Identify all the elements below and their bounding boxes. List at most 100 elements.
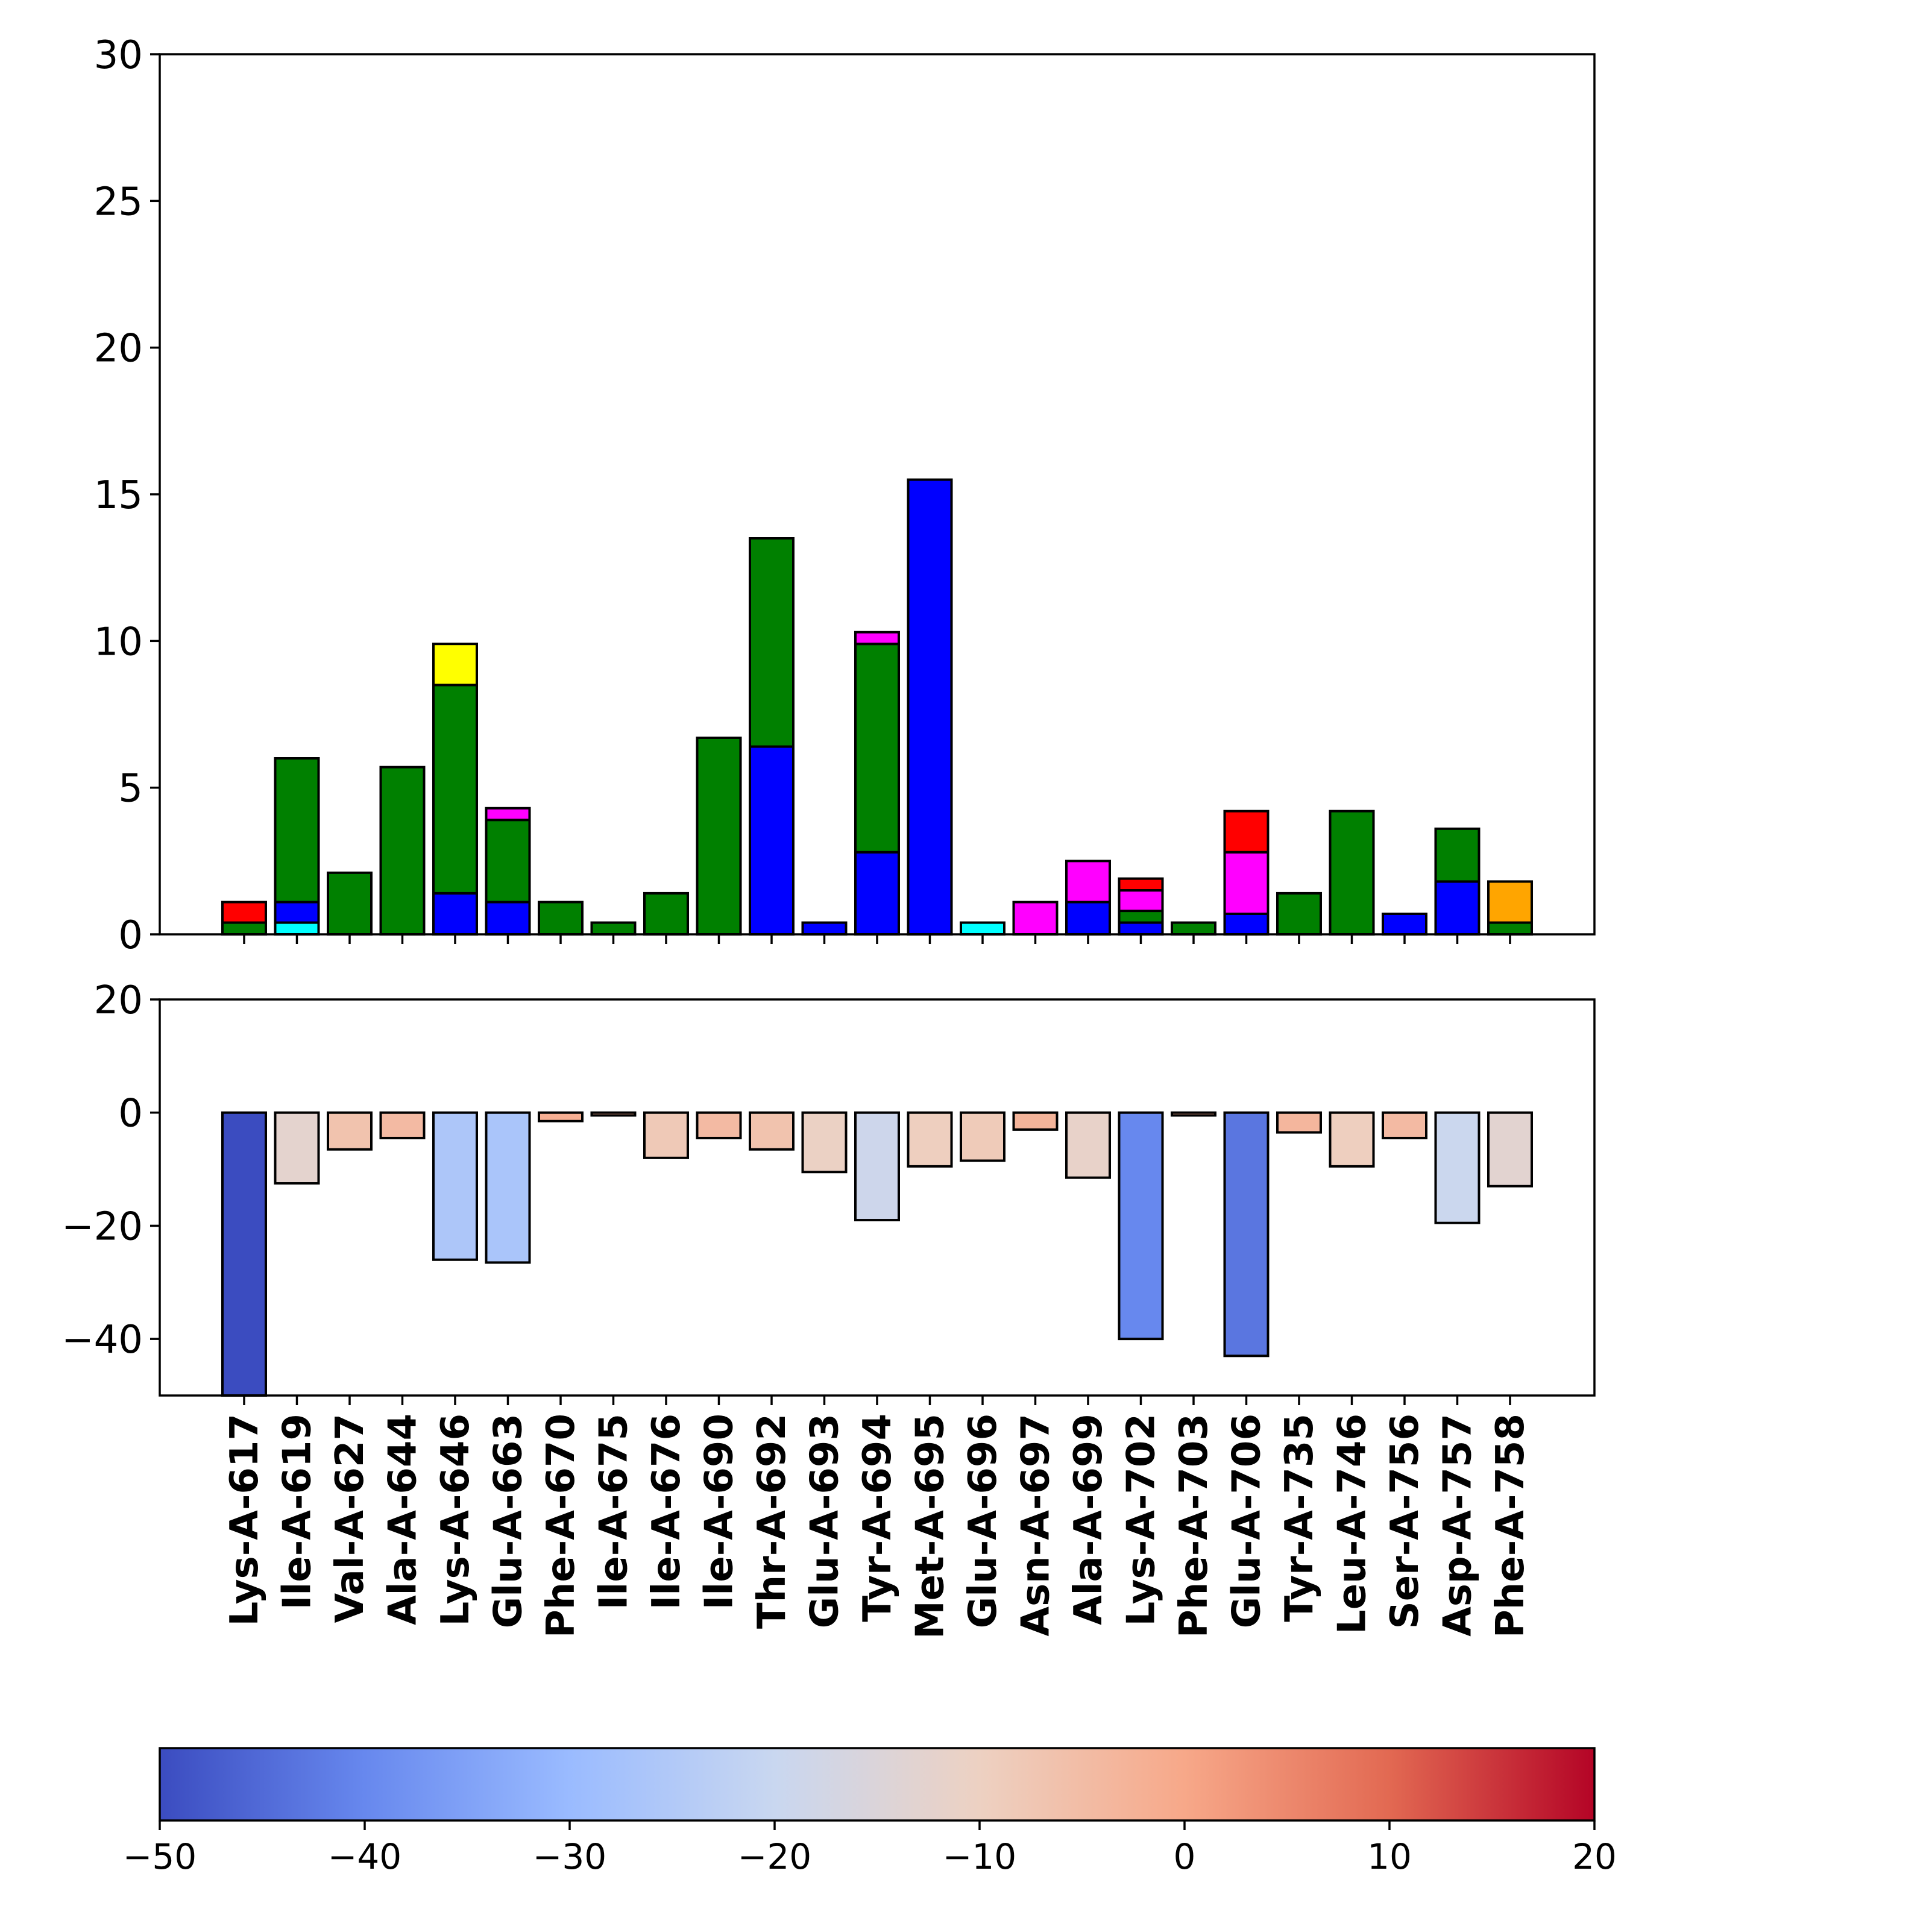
energy-bar bbox=[960, 1111, 1005, 1162]
bar-segment-green bbox=[274, 757, 320, 904]
bar-segment-blue bbox=[1382, 912, 1427, 936]
x-tick-label: Met-A-695 bbox=[908, 1414, 953, 1639]
x-tick-label: Phe-A-758 bbox=[1488, 1414, 1533, 1638]
bar-segment-magenta bbox=[1118, 889, 1164, 913]
colorbar-tick-label: −30 bbox=[533, 1836, 606, 1877]
colorbar-tick-label: 20 bbox=[1572, 1836, 1617, 1877]
bar-segment-blue bbox=[1434, 880, 1481, 936]
colorbar-tick-label: −10 bbox=[943, 1836, 1016, 1877]
energy-bar bbox=[221, 1111, 267, 1397]
x-tick-label: Tyr-A-735 bbox=[1277, 1414, 1322, 1622]
energy-bar bbox=[907, 1111, 953, 1168]
energy-bar bbox=[1012, 1111, 1059, 1131]
x-tick-label: Lys-A-702 bbox=[1119, 1414, 1164, 1626]
y-tick-label: 10 bbox=[94, 620, 143, 664]
x-tick-label: Val-A-627 bbox=[328, 1414, 373, 1623]
y-tick-label: 15 bbox=[94, 473, 143, 518]
bar-segment-green bbox=[854, 643, 900, 854]
x-tick-label: Ala-A-699 bbox=[1066, 1414, 1111, 1625]
colorbar-tick-label: −40 bbox=[328, 1836, 401, 1877]
bar-segment-green bbox=[432, 684, 478, 895]
bar-segment-yellow bbox=[432, 643, 478, 687]
x-tick-label: Asp-A-757 bbox=[1436, 1414, 1481, 1637]
bar-segment-magenta bbox=[854, 631, 900, 646]
x-tick-label: Thr-A-692 bbox=[750, 1414, 795, 1629]
bar-segment-red bbox=[1118, 877, 1164, 892]
energy-bar bbox=[432, 1111, 478, 1261]
bar-segment-green bbox=[1171, 921, 1216, 936]
bar-segment-green bbox=[221, 921, 267, 936]
top-panel: 0 5 10 15 20 25 30 bbox=[94, 33, 1596, 958]
y-tick-label: 20 bbox=[94, 327, 143, 371]
energy-bar bbox=[1171, 1111, 1216, 1117]
energy-bar bbox=[749, 1111, 795, 1151]
energy-bar bbox=[327, 1111, 373, 1151]
energy-bar bbox=[854, 1111, 900, 1222]
x-tick-label: Lys-A-646 bbox=[433, 1414, 478, 1626]
bar-segment-cyan bbox=[274, 921, 320, 936]
x-tick-label: Ala-A-644 bbox=[381, 1414, 426, 1625]
bar-segment-orange bbox=[1487, 880, 1533, 924]
bar-segment-magenta bbox=[1065, 860, 1111, 904]
bar-segment-green bbox=[327, 871, 373, 936]
bottom-panel: −40 −20 0 20 bbox=[61, 978, 1596, 1405]
energy-bar bbox=[379, 1111, 426, 1139]
x-tick-label: Lys-A-617 bbox=[222, 1414, 267, 1626]
bar-segment-green bbox=[1434, 827, 1481, 883]
energy-bar bbox=[696, 1111, 742, 1139]
energy-bar bbox=[485, 1111, 531, 1264]
bar-segment-cyan bbox=[960, 921, 1005, 936]
x-tick-label: Asn-A-697 bbox=[1014, 1414, 1059, 1636]
colorbar-tick-label: 0 bbox=[1174, 1836, 1196, 1877]
bar-segment-blue bbox=[854, 851, 900, 936]
y-tick-label: 30 bbox=[94, 33, 143, 78]
x-tick-labels: Lys-A-617 Ile-A-619 Val-A-627 Ala-A-644 Lys-… bbox=[222, 1414, 1533, 1639]
y-tick-label: 25 bbox=[94, 180, 143, 224]
bar-segment-green bbox=[1118, 910, 1164, 924]
x-tick-label: Glu-A-663 bbox=[486, 1414, 531, 1628]
x-tick-label: Ile-A-675 bbox=[592, 1414, 637, 1609]
x-tick-label: Phe-A-703 bbox=[1172, 1414, 1216, 1638]
bar-segment-blue bbox=[485, 901, 531, 936]
energy-bar bbox=[1276, 1111, 1322, 1134]
bar-segment-green bbox=[379, 766, 426, 936]
y-tick-label: 20 bbox=[94, 978, 143, 1023]
colorbar-tick-label: −50 bbox=[123, 1836, 197, 1877]
bar-segment-blue bbox=[1065, 901, 1111, 936]
energy-bar bbox=[1118, 1111, 1164, 1341]
x-tick-label: Glu-A-693 bbox=[803, 1414, 848, 1628]
x-tick-label: Glu-A-706 bbox=[1225, 1414, 1270, 1628]
bar-segment-green bbox=[696, 736, 742, 936]
y-tick-label: 0 bbox=[118, 1092, 143, 1136]
energy-bar bbox=[1382, 1111, 1427, 1139]
bar-segment-green bbox=[1276, 892, 1322, 936]
x-tick-label: Glu-A-696 bbox=[961, 1414, 1005, 1628]
x-tick-label: Ile-A-676 bbox=[644, 1414, 689, 1609]
x-tick-label: Tyr-A-694 bbox=[855, 1414, 900, 1622]
y-tick-label: −40 bbox=[61, 1318, 143, 1362]
energy-bar bbox=[1329, 1111, 1375, 1168]
bar-segment-blue bbox=[749, 745, 795, 936]
energy-bar bbox=[1223, 1111, 1270, 1358]
x-tick-label: Ile-A-690 bbox=[697, 1414, 742, 1609]
x-tick-label: Leu-A-746 bbox=[1330, 1414, 1375, 1634]
bar-segment-magenta bbox=[1223, 851, 1270, 915]
energy-bar bbox=[538, 1111, 584, 1122]
colorbar-tick-label: −20 bbox=[738, 1836, 811, 1877]
bar-segment-magenta bbox=[1012, 901, 1059, 936]
y-tick-label: 0 bbox=[118, 913, 143, 958]
bar-segment-green bbox=[749, 537, 795, 748]
bar-segment-blue bbox=[1118, 921, 1164, 936]
bar-segment-green bbox=[1487, 921, 1533, 936]
energy-bar bbox=[1487, 1111, 1533, 1188]
energy-bar bbox=[643, 1111, 689, 1159]
y-tick-label: 5 bbox=[118, 767, 143, 811]
x-tick-label: Phe-A-670 bbox=[539, 1414, 584, 1638]
bar-segment-blue bbox=[432, 892, 478, 936]
energy-bar bbox=[1065, 1111, 1111, 1179]
bar-segment-green bbox=[643, 892, 689, 936]
bar-segment-red bbox=[221, 901, 267, 924]
energy-bar bbox=[274, 1111, 320, 1185]
bar-segment-blue bbox=[1223, 912, 1270, 936]
